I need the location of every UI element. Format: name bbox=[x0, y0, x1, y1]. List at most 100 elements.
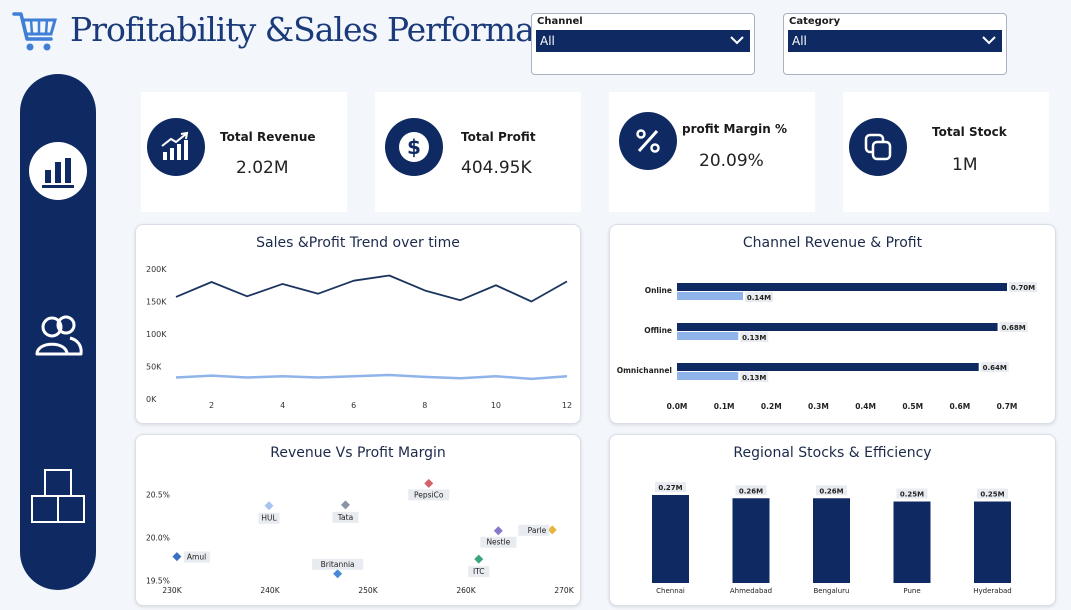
sales-profit-trend-panel: Sales &Profit Trend over time 0K 50K 100K 1… bbox=[135, 224, 581, 424]
data-label: 0.26M bbox=[819, 487, 843, 495]
kpi-value: 20.09% bbox=[699, 151, 764, 171]
x-tick-label: 240K bbox=[260, 586, 280, 595]
boxes-icon[interactable] bbox=[28, 466, 88, 526]
y-tick-label: 20.0% bbox=[146, 534, 170, 543]
point-label-bg bbox=[468, 566, 490, 578]
data-label: 0.64M bbox=[983, 364, 1007, 372]
point-label: ITC bbox=[473, 567, 485, 576]
x-tick-label: 0.7M bbox=[997, 402, 1018, 411]
y-tick-label: 50K bbox=[146, 363, 162, 372]
point-label: Parle bbox=[528, 526, 547, 535]
bar-profit bbox=[677, 332, 739, 340]
kpi-total-revenue: Total Revenue 2.02M bbox=[141, 92, 347, 212]
x-tick-label: 270K bbox=[554, 586, 574, 595]
category-dropdown[interactable]: All bbox=[788, 30, 1002, 52]
category-label: Bengaluru bbox=[814, 587, 850, 595]
growth-chart-icon bbox=[147, 118, 205, 176]
channel-dropdown[interactable]: All bbox=[536, 30, 750, 52]
point-label: PepsiCo bbox=[414, 490, 444, 499]
data-label-bg bbox=[745, 292, 773, 302]
channel-dropdown-value: All bbox=[540, 34, 555, 48]
region-bar bbox=[974, 501, 1011, 583]
scatter-point bbox=[340, 500, 350, 510]
point-label-bg bbox=[518, 524, 550, 536]
chart-title: Sales &Profit Trend over time bbox=[256, 235, 460, 251]
kpi-value: 2.02M bbox=[236, 158, 289, 178]
data-label-bg bbox=[655, 482, 686, 492]
point-label: Britannia bbox=[321, 560, 355, 569]
data-label: 0.25M bbox=[980, 491, 1004, 499]
kpi-profit-margin: profit Margin % 20.09% bbox=[609, 92, 815, 212]
point-label-bg bbox=[183, 551, 210, 563]
channel-slicer[interactable]: Channel All bbox=[531, 13, 755, 75]
scatter-point bbox=[264, 501, 274, 511]
bar-profit bbox=[677, 292, 743, 300]
x-tick-label: 0.6M bbox=[949, 402, 970, 411]
region-bar bbox=[652, 495, 689, 583]
data-label: 0.13M bbox=[742, 334, 766, 342]
revenue-vs-margin-panel: Revenue Vs Profit Margin 19.5% 20.0% 20.5%… bbox=[135, 434, 581, 606]
scatter-point bbox=[333, 569, 343, 579]
scatter-point bbox=[474, 554, 484, 564]
kpi-label: Total Stock bbox=[932, 125, 1007, 139]
data-label-bg bbox=[1009, 282, 1037, 292]
x-tick-label: 0.4M bbox=[855, 402, 876, 411]
x-tick-label: 4 bbox=[280, 401, 285, 410]
data-label: 0.70M bbox=[1011, 284, 1035, 292]
kpi-label: Total Profit bbox=[461, 130, 536, 144]
point-label-bg bbox=[332, 511, 359, 523]
category-slicer[interactable]: Category All bbox=[783, 13, 1007, 75]
y-tick-label: 100K bbox=[146, 330, 167, 339]
users-icon[interactable] bbox=[28, 305, 88, 365]
region-bar bbox=[893, 501, 931, 583]
region-bar bbox=[732, 498, 770, 583]
stack-icon bbox=[849, 118, 907, 176]
x-tick-label: 2 bbox=[209, 401, 214, 410]
scatter-point bbox=[172, 552, 182, 562]
data-label: 0.13M bbox=[742, 374, 766, 382]
channel-slicer-label: Channel bbox=[537, 16, 583, 27]
regional-stocks-panel: Regional Stocks & Efficiency 0.27M Chenna… bbox=[609, 434, 1056, 606]
revenue-vs-margin-chart: 19.5% 20.0% 20.5% 230K 240K 250K 260K 270K Amul H… bbox=[146, 478, 575, 595]
category-slicer-label: Category bbox=[789, 16, 841, 27]
point-label-bg bbox=[408, 489, 450, 501]
y-tick-label: 20.5% bbox=[146, 491, 170, 500]
data-label: 0.25M bbox=[900, 491, 924, 499]
region-bar bbox=[813, 498, 850, 583]
scatter-point bbox=[547, 525, 557, 535]
x-tick-label: 6 bbox=[351, 401, 356, 410]
x-tick-label: 8 bbox=[422, 401, 427, 410]
chevron-down-icon bbox=[982, 36, 996, 45]
x-tick-label: 230K bbox=[162, 586, 182, 595]
category-label: Pune bbox=[903, 587, 920, 595]
category-label: Ahmedabad bbox=[730, 587, 772, 595]
x-tick-label: 260K bbox=[456, 586, 476, 595]
scatter-point bbox=[424, 478, 434, 488]
y-tick-label: 150K bbox=[146, 298, 167, 307]
percent-icon bbox=[619, 112, 677, 170]
page-title: Profitability &Sales Performance bbox=[70, 10, 591, 49]
kpi-label: profit Margin % bbox=[682, 122, 787, 136]
chevron-down-icon bbox=[730, 36, 744, 45]
data-label: 0.27M bbox=[658, 484, 682, 492]
cart-logo-icon bbox=[12, 8, 58, 54]
category-label: Hyderabad bbox=[973, 587, 1012, 595]
data-label-bg bbox=[896, 488, 928, 499]
point-label-bg bbox=[312, 558, 364, 570]
x-tick-label: 12 bbox=[562, 401, 572, 410]
sidebar-nav bbox=[20, 74, 96, 590]
data-label: 0.68M bbox=[1001, 324, 1025, 332]
data-label-bg bbox=[980, 362, 1009, 372]
bar-revenue bbox=[677, 283, 1007, 291]
channel-revenue-profit-panel: Channel Revenue & Profit Online 0.70M 0.14… bbox=[609, 224, 1056, 424]
x-tick-label: 0.5M bbox=[902, 402, 923, 411]
series-line bbox=[175, 274, 568, 303]
y-tick-label: 200K bbox=[146, 265, 167, 274]
bar-chart-icon[interactable] bbox=[28, 141, 88, 201]
point-label: HUL bbox=[261, 514, 277, 523]
bar-profit bbox=[677, 372, 739, 380]
kpi-total-stock: Total Stock 1M bbox=[843, 92, 1049, 212]
y-tick-label: 19.5% bbox=[146, 577, 170, 586]
series-line bbox=[175, 373, 568, 381]
y-tick-label: 0K bbox=[146, 395, 157, 404]
